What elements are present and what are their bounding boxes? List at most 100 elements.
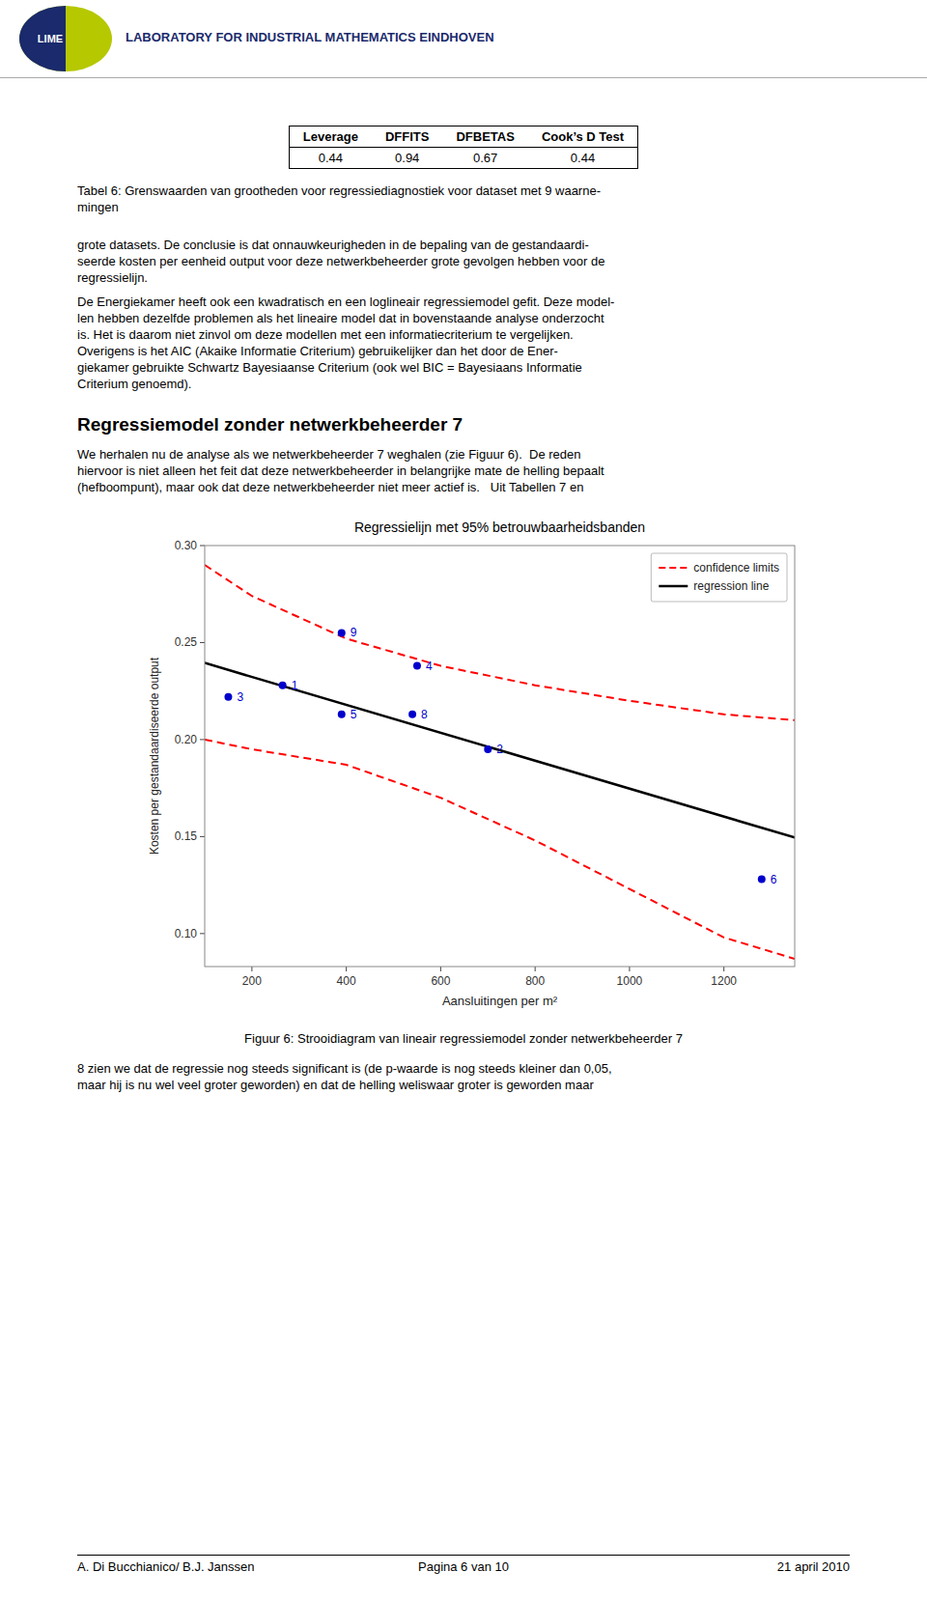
chart-wrap: 200400600800100012000.100.150.200.250.30… — [142, 512, 807, 1015]
table-value-row: 0.440.940.670.44 — [288, 147, 638, 169]
x-tick-label: 600 — [430, 974, 450, 988]
text-line: We herhalen nu de analyse als we netwerk… — [77, 446, 850, 463]
logo-ellipse — [19, 5, 113, 72]
table-value: 0.94 — [371, 147, 444, 169]
x-tick — [628, 966, 630, 972]
section-title: Regressiemodel zonder netwerkbeheerder 7 — [77, 413, 850, 437]
scatter-point — [408, 710, 417, 719]
text-line: (hefboompunt), maar ook dat deze netwerk… — [77, 478, 850, 496]
paragraph: 8 zien we dat de regressie nog steeds si… — [77, 1060, 850, 1094]
text-line: Criterium genoemd). — [77, 375, 850, 393]
table-header: Cook’s D Test — [528, 126, 639, 148]
y-tick-label: 0.10 — [174, 927, 198, 941]
header-text: LABORATORY FOR INDUSTRIAL MATHEMATICS EI… — [125, 29, 495, 45]
footer-left: A. Di Bucchianico/ B.J. Janssen — [77, 1559, 255, 1574]
legend-swatch — [658, 585, 688, 589]
y-tick — [199, 642, 205, 644]
text-line: seerde kosten per eenheid output voor de… — [77, 252, 850, 270]
paragraph: Tabel 6: Grenswaarden van grootheden voo… — [77, 182, 850, 216]
x-tick-label: 400 — [337, 974, 357, 988]
point-label: 2 — [496, 742, 504, 757]
x-tick-label: 1000 — [617, 974, 644, 988]
figure-caption: Figuur 6: Strooidiagram van lineair regr… — [77, 1030, 850, 1047]
x-tick — [440, 966, 442, 972]
x-tick — [723, 966, 725, 972]
series-line — [204, 739, 795, 959]
scatter-point — [337, 710, 346, 719]
x-tick — [345, 966, 347, 972]
table-value: 0.44 — [288, 147, 372, 169]
plot-frame — [204, 545, 795, 967]
text-line: regressielijn. — [77, 269, 850, 286]
footer-center: Pagina 6 van 10 — [77, 1559, 850, 1574]
text-line: grote datasets. De conclusie is dat onna… — [77, 236, 850, 253]
table-value: 0.67 — [442, 147, 528, 169]
y-axis-label: Kosten per gestandaardiseerde output — [147, 656, 162, 855]
series-line — [204, 564, 795, 721]
x-tick — [251, 966, 253, 972]
text-line: is. Het is daarom niet zinvol om deze mo… — [77, 326, 850, 343]
text-line: giekamer gebruikte Schwartz Bayesiaanse … — [77, 359, 850, 376]
y-tick — [199, 545, 205, 547]
x-tick-label: 200 — [242, 974, 262, 988]
point-label: 4 — [425, 659, 433, 674]
x-axis-label: Aansluitingen per m² — [442, 993, 559, 1009]
plot-background — [204, 545, 795, 967]
point-label: 8 — [421, 707, 428, 722]
chart-title: Regressielijn met 95% betrouwbaarheidsba… — [354, 519, 646, 535]
logo-half — [19, 5, 66, 72]
page-content: LeverageDFFITSDFBETASCook’s D Test0.440.… — [77, 125, 850, 1094]
paragraph: We herhalen nu de analyse als we netwerk… — [77, 446, 850, 496]
logo: LIME — [17, 3, 114, 74]
scatter-point — [279, 681, 287, 690]
scatter-point — [413, 662, 422, 671]
x-tick — [534, 966, 536, 972]
point-label: 1 — [291, 678, 299, 693]
table-header: Leverage — [288, 126, 372, 148]
table-header: DFBETAS — [442, 126, 528, 148]
scatter-point — [224, 693, 232, 702]
y-tick-label: 0.15 — [174, 829, 198, 843]
text-line: De Energiekamer heeft ook een kwadratisc… — [77, 293, 850, 310]
scatter-point — [337, 628, 346, 637]
text-line: mingen — [77, 198, 850, 216]
point-label: 9 — [350, 625, 358, 640]
text-line: 8 zien we dat de regressie nog steeds si… — [77, 1060, 850, 1077]
y-tick-label: 0.20 — [174, 732, 198, 747]
paragraph: grote datasets. De conclusie is dat onna… — [77, 236, 850, 286]
point-label: 5 — [350, 707, 358, 722]
footer-right: 21 april 2010 — [777, 1559, 850, 1574]
point-labels: 3 1 5 9 4 2 6 8 — [236, 625, 777, 886]
legend-label: regression line — [693, 579, 769, 593]
legend: confidence limits regression line — [650, 553, 787, 602]
page-header: LIME LABORATORY FOR INDUSTRIAL MATHEMATIC… — [0, 0, 927, 79]
text-line: hiervoor is niet alleen het feit dat dez… — [77, 462, 850, 479]
logo-text: LIME — [37, 32, 63, 45]
diagnostics-table: LeverageDFFITSDFBETASCook’s D Test0.440.… — [288, 125, 639, 169]
table-header: DFFITS — [371, 126, 444, 148]
paragraph: De Energiekamer heeft ook een kwadratisc… — [77, 293, 850, 393]
x-tick-label: 800 — [525, 974, 545, 988]
legend-swatch — [658, 566, 688, 569]
table-value: 0.44 — [528, 147, 639, 169]
y-tick — [199, 738, 205, 740]
text-line: maar hij is nu wel veel groter geworden)… — [77, 1076, 850, 1094]
text-line: len hebben dezelfde problemen als het li… — [77, 309, 850, 327]
scatter-point — [483, 745, 492, 754]
text-line: Tabel 6: Grenswaarden van grootheden voo… — [77, 182, 850, 199]
point-label: 3 — [236, 690, 244, 704]
chart: 200400600800100012000.100.150.200.250.30… — [142, 512, 807, 1015]
table-header-row: LeverageDFFITSDFBETASCook’s D Test — [288, 126, 638, 148]
y-tick — [199, 836, 205, 838]
page-footer: A. Di Bucchianico/ B.J. JanssenPagina 6 … — [77, 1554, 850, 1577]
y-tick — [199, 932, 205, 934]
legend-label: confidence limits — [693, 561, 780, 575]
plot-marks — [204, 564, 795, 959]
text-line: Overigens is het AIC (Akaike Informatie … — [77, 342, 850, 360]
x-tick-label: 1200 — [710, 974, 737, 988]
y-tick-label: 0.25 — [174, 635, 198, 649]
series-line — [204, 663, 795, 839]
legend-box — [650, 553, 787, 602]
scatter-point — [758, 875, 766, 884]
point-label: 6 — [770, 872, 778, 887]
